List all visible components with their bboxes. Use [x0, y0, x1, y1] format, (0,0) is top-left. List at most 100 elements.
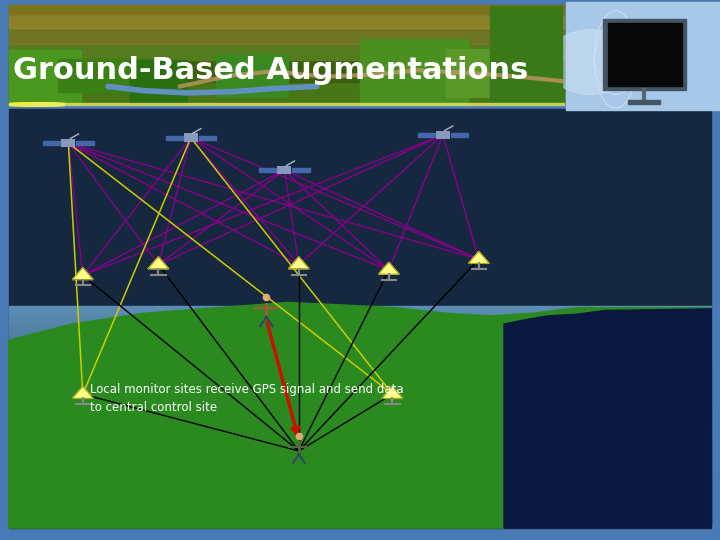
Bar — [9, 520, 711, 524]
Bar — [9, 418, 711, 423]
Bar — [9, 494, 711, 499]
Bar — [9, 462, 711, 467]
Polygon shape — [148, 257, 168, 269]
Bar — [436, 131, 450, 139]
Bar — [9, 327, 711, 332]
Bar — [9, 516, 711, 521]
Bar — [9, 28, 564, 44]
Bar — [9, 472, 711, 477]
Bar — [17, 103, 45, 105]
Bar — [9, 386, 711, 390]
Bar — [9, 483, 711, 488]
Polygon shape — [469, 252, 489, 264]
Bar — [9, 103, 564, 105]
Bar — [9, 436, 711, 441]
Bar — [26, 103, 54, 105]
Bar — [9, 415, 711, 419]
Bar — [9, 82, 564, 104]
Bar — [9, 371, 711, 376]
Bar — [9, 375, 711, 379]
Polygon shape — [9, 302, 711, 528]
Bar — [29, 103, 57, 105]
Bar — [9, 476, 711, 481]
Bar — [9, 306, 711, 310]
Polygon shape — [73, 387, 93, 399]
Bar — [9, 509, 711, 514]
Polygon shape — [504, 309, 711, 528]
Bar — [16, 103, 44, 105]
Polygon shape — [382, 387, 402, 399]
Bar — [9, 313, 711, 318]
Bar — [76, 141, 94, 145]
Bar — [9, 396, 711, 401]
Bar — [130, 60, 187, 104]
Bar — [30, 103, 58, 105]
Bar — [490, 6, 562, 104]
Bar — [13, 103, 41, 105]
Bar — [608, 23, 682, 86]
Bar — [9, 44, 564, 60]
Bar — [9, 403, 711, 408]
Bar — [216, 54, 288, 97]
Bar — [628, 100, 660, 104]
Bar — [9, 60, 564, 82]
Bar — [9, 316, 711, 321]
Bar — [360, 39, 468, 104]
Bar — [37, 103, 64, 105]
Bar — [27, 103, 55, 105]
Bar — [9, 50, 81, 104]
Bar — [24, 103, 53, 105]
Bar — [9, 440, 711, 444]
Bar — [9, 5, 564, 104]
Bar — [292, 168, 310, 172]
Bar — [9, 356, 711, 361]
Bar — [446, 49, 533, 97]
Bar — [9, 363, 711, 368]
Bar — [9, 367, 711, 372]
Bar — [58, 59, 158, 92]
Bar — [9, 443, 711, 448]
Bar — [9, 512, 711, 517]
Bar — [22, 103, 50, 105]
Bar — [9, 5, 564, 15]
Bar — [9, 505, 711, 510]
Bar — [259, 168, 276, 172]
Text: Local monitor sites receive GPS signal and send data
to central control site: Local monitor sites receive GPS signal a… — [90, 383, 404, 414]
Bar — [9, 447, 711, 452]
Bar — [9, 454, 711, 459]
Bar — [12, 103, 40, 105]
Bar — [9, 309, 711, 314]
Bar — [9, 15, 564, 28]
Bar — [9, 469, 711, 474]
Bar — [9, 411, 711, 416]
Bar — [9, 393, 711, 397]
Bar — [9, 451, 711, 455]
Bar — [9, 465, 711, 470]
Bar — [9, 353, 711, 357]
Bar — [9, 323, 711, 328]
Bar — [32, 103, 60, 105]
Polygon shape — [379, 262, 399, 274]
Bar — [9, 429, 711, 434]
Bar — [43, 141, 60, 145]
Bar — [9, 433, 711, 437]
Bar — [277, 166, 292, 174]
Bar — [23, 103, 51, 105]
Bar — [34, 103, 61, 105]
Bar — [199, 136, 216, 139]
Bar — [9, 400, 711, 404]
Bar — [9, 491, 711, 495]
Bar — [9, 502, 711, 507]
Bar — [9, 349, 711, 354]
Bar — [418, 133, 435, 137]
Bar — [9, 346, 711, 350]
Bar — [9, 498, 711, 503]
Polygon shape — [547, 30, 634, 94]
Polygon shape — [73, 268, 93, 280]
Bar — [9, 422, 711, 427]
Bar — [14, 103, 42, 105]
Bar — [9, 407, 711, 412]
Bar — [61, 139, 76, 147]
Bar — [9, 338, 711, 343]
Bar — [9, 458, 711, 463]
